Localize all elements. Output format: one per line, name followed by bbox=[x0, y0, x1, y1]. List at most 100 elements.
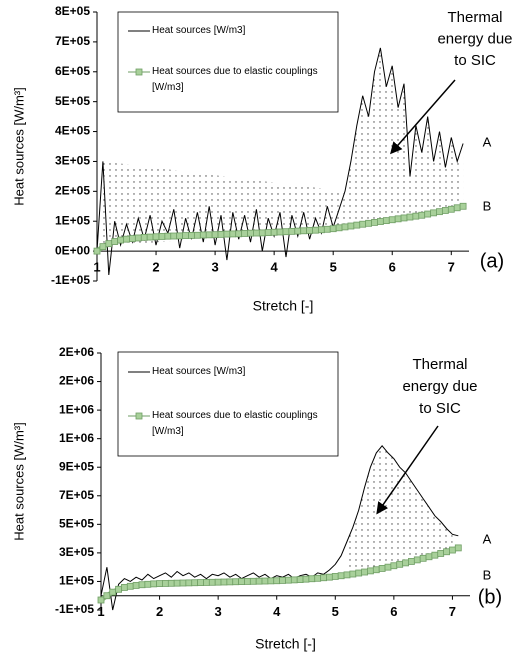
point-marker bbox=[214, 578, 222, 586]
point-marker bbox=[282, 228, 290, 236]
point-marker bbox=[235, 230, 243, 238]
y-tick-label: 7E+05 bbox=[59, 488, 94, 502]
y-tick-label: 9E+05 bbox=[59, 459, 94, 473]
point-marker bbox=[378, 565, 386, 572]
point-marker bbox=[173, 579, 181, 587]
point-marker bbox=[377, 218, 384, 225]
point-marker bbox=[217, 230, 225, 238]
series-line bbox=[100, 445, 459, 611]
point-marker bbox=[355, 569, 363, 577]
annotation: energy due bbox=[402, 378, 477, 395]
point-marker bbox=[453, 204, 461, 212]
point-marker bbox=[312, 226, 319, 234]
x-tick-label: 6 bbox=[389, 260, 396, 275]
point-marker bbox=[97, 596, 105, 604]
y-tick-label: 8E+05 bbox=[55, 4, 90, 18]
point-marker bbox=[413, 556, 421, 564]
point-marker bbox=[267, 577, 275, 585]
legend-box bbox=[117, 11, 339, 113]
point-marker bbox=[285, 576, 292, 584]
point-marker bbox=[306, 227, 313, 234]
point-marker bbox=[273, 577, 281, 585]
point-marker bbox=[229, 230, 237, 238]
point-marker bbox=[443, 548, 450, 556]
y-tick-label: 1E+06 bbox=[59, 402, 94, 416]
point-marker bbox=[296, 576, 304, 583]
point-marker bbox=[288, 227, 296, 235]
curve-label: A bbox=[483, 134, 492, 149]
point-marker bbox=[261, 577, 269, 585]
point-marker bbox=[138, 581, 146, 589]
point-marker bbox=[335, 224, 343, 232]
x-tick-label: 6 bbox=[390, 604, 397, 619]
point-marker bbox=[150, 580, 158, 588]
x-tick-label: 2 bbox=[156, 604, 163, 619]
point-marker bbox=[290, 576, 298, 584]
point-marker bbox=[294, 227, 302, 235]
annotation: energy due bbox=[437, 30, 512, 47]
point-marker bbox=[365, 219, 373, 227]
point-marker bbox=[276, 228, 284, 236]
point-marker bbox=[129, 235, 136, 242]
point-marker bbox=[341, 223, 349, 231]
point-marker bbox=[382, 217, 390, 225]
point-marker bbox=[205, 231, 213, 239]
point-marker bbox=[323, 225, 331, 233]
point-marker bbox=[337, 572, 345, 580]
legend-marker bbox=[135, 68, 143, 76]
point-marker bbox=[424, 210, 432, 218]
x-tick-label: 4 bbox=[273, 604, 281, 619]
panel-label: (b) bbox=[478, 586, 502, 608]
point-marker bbox=[459, 202, 467, 210]
point-marker bbox=[371, 219, 378, 226]
x-tick-label: 1 bbox=[93, 260, 100, 275]
point-marker bbox=[253, 229, 260, 237]
point-marker bbox=[372, 566, 380, 574]
point-marker bbox=[258, 229, 266, 237]
y-tick-label: -1E+05 bbox=[51, 273, 90, 287]
y-tick-label: 3E+05 bbox=[59, 545, 94, 559]
point-marker bbox=[134, 234, 142, 242]
y-tick-label: 2E+06 bbox=[59, 345, 94, 359]
point-marker bbox=[109, 588, 117, 596]
curve-label: B bbox=[483, 198, 492, 213]
x-axis-title: Stretch [-] bbox=[255, 636, 316, 652]
point-marker bbox=[223, 230, 231, 238]
x-tick-label: 3 bbox=[215, 604, 222, 619]
point-marker bbox=[220, 578, 228, 586]
y-tick-label: 0E+00 bbox=[55, 243, 90, 257]
point-marker bbox=[349, 570, 357, 578]
point-marker bbox=[437, 550, 445, 557]
y-tick-label: 5E+05 bbox=[59, 517, 94, 531]
point-marker bbox=[193, 231, 201, 239]
point-marker bbox=[115, 585, 122, 593]
point-marker bbox=[140, 233, 148, 241]
point-marker bbox=[117, 236, 125, 244]
point-marker bbox=[449, 546, 456, 554]
point-marker bbox=[308, 575, 316, 583]
point-marker bbox=[247, 229, 254, 237]
point-marker bbox=[388, 216, 396, 224]
point-marker bbox=[317, 226, 325, 234]
point-marker bbox=[162, 580, 169, 587]
shaded-area bbox=[347, 445, 453, 575]
y-tick-label: 5E+05 bbox=[55, 94, 90, 108]
point-marker bbox=[170, 232, 178, 240]
x-tick-label: 4 bbox=[271, 260, 279, 275]
point-marker bbox=[244, 578, 251, 585]
x-tick-label: 7 bbox=[449, 604, 456, 619]
point-marker bbox=[164, 232, 172, 240]
y-axis-title: Heat sources [W/m³] bbox=[11, 422, 26, 540]
point-marker bbox=[176, 232, 184, 240]
point-marker bbox=[331, 573, 339, 580]
panel-label: (a) bbox=[480, 250, 504, 272]
legend-label: Heat sources [W/m3] bbox=[152, 366, 246, 377]
y-tick-label: -1E+05 bbox=[55, 602, 94, 616]
point-marker bbox=[185, 579, 193, 587]
x-tick-label: 7 bbox=[448, 260, 455, 275]
point-marker bbox=[425, 553, 433, 561]
point-marker bbox=[390, 562, 398, 570]
point-marker bbox=[255, 577, 263, 585]
point-marker bbox=[419, 554, 427, 562]
